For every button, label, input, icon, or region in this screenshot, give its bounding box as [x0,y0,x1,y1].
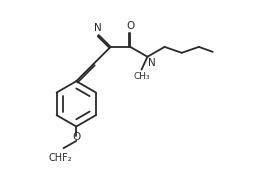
Text: N: N [94,24,102,33]
Text: O: O [126,21,134,31]
Text: CH₃: CH₃ [133,71,150,80]
Text: CHF₂: CHF₂ [49,153,72,163]
Text: O: O [72,132,80,142]
Text: N: N [148,58,156,68]
